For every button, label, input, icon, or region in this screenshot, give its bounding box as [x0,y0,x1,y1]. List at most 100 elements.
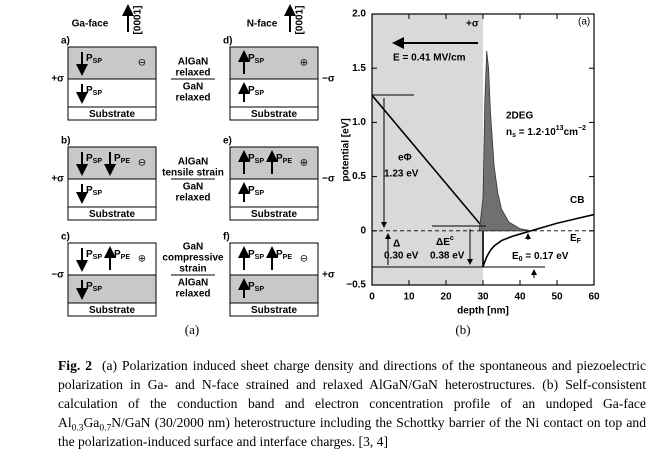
series-area [478,50,532,232]
substrate [229,206,319,221]
annotation: = 0.17 eV [523,251,569,262]
polarization-label: PSP [86,85,102,97]
y-tick-label: 0 [360,225,366,236]
polarization-label: SP [255,58,265,65]
annotations: (a) +σ E = 0.41 MV/cm ns = 1.2·1013cm−2 … [372,17,590,278]
polarization-label: P [248,249,255,260]
polarization-label: SP [93,254,103,261]
caption-text: Ga [83,415,100,430]
polarization-label: PSP [86,281,102,293]
x-tick-label: 60 [588,292,600,303]
annotation: ns = 1.2·1013cm−2 [506,125,586,139]
annotation: E0 = 0.17 eV [512,251,569,263]
substrate-label: Substrate [89,209,136,220]
layer-label: GaN [183,242,204,253]
caption-label: Fig. 2 [58,358,93,373]
annotation: s [512,132,516,139]
polarization-label: SP [93,286,103,293]
annotation: eΦ [398,153,412,164]
x-tick-label: 50 [551,292,563,303]
substrate-label: Substrate [251,109,298,120]
charge: ⊖ [300,254,308,265]
polarization-label: PE [283,254,293,261]
diagram-label: c) [61,232,70,243]
polarization-label: P [86,185,93,196]
x-tick-label: 30 [477,292,489,303]
charge: ⊕ [138,254,146,265]
y-tick-label: 1.5 [352,63,366,74]
polarization-label: P [86,85,93,96]
annotation: ΔEc [436,235,454,248]
x-tick-label: 40 [514,292,526,303]
polarization-label: PSP [248,153,264,165]
polarization-label: P [114,153,121,164]
annotation: c [450,235,454,242]
substrate-label: Substrate [89,305,136,316]
substrate-label: Substrate [251,209,298,220]
annotation: cm [564,127,579,138]
polarization-label: PSP [248,53,264,65]
polarization-label: PSP [248,281,264,293]
fermi-label: F [577,238,582,245]
layer-label: compressive [162,253,224,264]
polarization-label: P [276,249,283,260]
polarization-label: P [86,53,93,64]
x-tick-label: 20 [440,292,452,303]
sheet-charge: +σ [51,174,64,185]
layer-label: relaxed [175,68,210,79]
fermi-label: EF [570,233,582,245]
annotation: 0.30 eV [384,251,419,262]
polarization-label: SP [93,58,103,65]
y-axis-label: potential [eV] [341,118,352,181]
fermi-label: E [570,233,577,244]
polarization-label: P [86,249,93,260]
polarization-label: SP [255,90,265,97]
annotation: 0.38 eV [430,251,465,262]
layer-label: tensile strain [162,168,224,179]
polarization-label: P [114,249,121,260]
layer-label: AlGaN [178,278,209,289]
annotation: E = 0.41 MV/cm [393,53,466,64]
sheet-charge: −σ [51,270,64,281]
polarization-label: P [248,153,255,164]
polarization-label: SP [255,286,265,293]
diagram-label: b) [61,136,70,147]
polarization-label: SP [93,190,103,197]
caption-text: N/GaN (30/2000 nm) heterostructure inclu… [58,415,646,449]
substrate [67,206,157,221]
sheet-charge: −σ [322,74,335,85]
caption-text: (a) Polarization induced sheet charge de… [58,358,646,430]
annotation: +σ [466,19,479,30]
layer-label: AlGaN [178,157,209,168]
x-tick-label: 0 [369,292,375,303]
layer-label: AlGaN [178,57,209,68]
x-axis-label: depth [nm] [457,306,509,317]
x-tick-label: 10 [403,292,415,303]
header: N-face [247,19,278,30]
polarization-label: P [248,53,255,64]
caption-text: 0.3 [71,423,84,434]
diagram-label: a) [61,36,70,47]
substrate-label: Substrate [89,109,136,120]
diagram-label: d) [223,36,232,47]
annotation: 13 [556,125,564,132]
charge: ⊖ [138,58,146,69]
charge: ⊕ [300,58,308,69]
polarization-label: PE [121,158,131,165]
polarization-label: P [276,153,283,164]
polarization-label: SP [255,254,265,261]
polarization-label: P [86,281,93,292]
substrate-label: Substrate [251,305,298,316]
polarization-label: PSP [86,249,102,261]
polarization-label: PPE [114,153,130,165]
polarization-label: PPE [276,153,292,165]
annotation: (a) [578,17,590,28]
figure: Ga-face N-face [0001] [0001] (a) Substra… [51,4,600,337]
polarization-label: PE [121,254,131,261]
polarization-label: PSP [86,153,102,165]
annotation: ΔE [436,237,450,248]
annotation: = 1.2·10 [516,127,556,138]
charge: ⊖ [138,158,146,169]
